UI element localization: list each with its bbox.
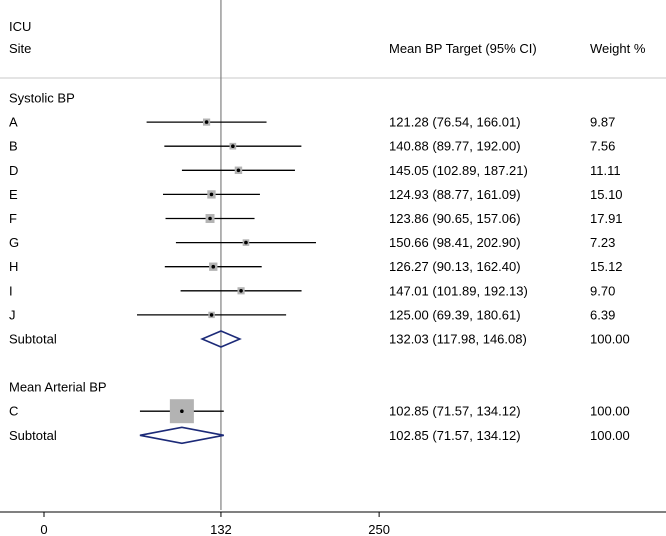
weight-text: 7.56 <box>590 139 615 154</box>
estimate-text: 150.66 (98.41, 202.90) <box>389 235 521 250</box>
header-site-label: Site <box>9 41 31 56</box>
estimate-text: 147.01 (101.89, 192.13) <box>389 283 528 298</box>
point-estimate <box>209 192 214 197</box>
estimate-text: 140.88 (89.77, 192.00) <box>389 139 521 154</box>
x-tick-label: 0 <box>40 522 47 536</box>
weight-text: 17.91 <box>590 211 623 226</box>
point-estimate <box>231 144 235 148</box>
site-label: B <box>9 139 18 154</box>
point-estimate <box>208 216 212 221</box>
site-label: I <box>9 283 13 298</box>
subtotal-label: Subtotal <box>9 428 57 443</box>
estimate-text: 125.00 (69.39, 180.61) <box>389 307 521 322</box>
estimate-text: 126.27 (90.13, 162.40) <box>389 259 521 274</box>
header-estimate-label: Mean BP Target (95% CI) <box>389 41 537 56</box>
point-estimate <box>244 240 248 245</box>
weight-text: 100.00 <box>590 404 630 419</box>
site-label: C <box>9 404 18 419</box>
subtotal-diamond <box>200 330 242 348</box>
weight-text: 9.87 <box>590 115 615 130</box>
header-group-label: ICU <box>9 19 31 34</box>
estimate-text: 124.93 (88.77, 161.09) <box>389 187 521 202</box>
weight-text: 9.70 <box>590 283 615 298</box>
site-label: F <box>9 211 17 226</box>
estimate-text: 145.05 (102.89, 187.21) <box>389 163 528 178</box>
x-tick-label: 132 <box>210 522 232 536</box>
weight-text: 11.11 <box>590 163 621 178</box>
subtotal-label: Subtotal <box>9 332 57 347</box>
weight-text: 15.10 <box>590 187 623 202</box>
point-estimate <box>239 289 243 293</box>
point-estimate <box>204 120 209 124</box>
subtotal-diamond <box>139 426 224 445</box>
site-label: H <box>9 259 18 274</box>
group-label: Systolic BP <box>9 91 75 106</box>
estimate-text: 102.85 (71.57, 134.12) <box>389 404 521 419</box>
site-label: J <box>9 307 16 322</box>
estimate-text: 123.86 (90.65, 157.06) <box>389 211 521 226</box>
site-label: A <box>9 115 18 130</box>
weight-text: 15.12 <box>590 259 623 274</box>
point-estimate <box>211 264 216 269</box>
site-label: E <box>9 187 18 202</box>
weight-text: 7.23 <box>590 235 615 250</box>
point-estimate <box>236 168 241 173</box>
point-estimate <box>209 313 214 317</box>
group-label: Mean Arterial BP <box>9 380 107 395</box>
subtotal-estimate-text: 132.03 (117.98, 146.08) <box>389 332 527 347</box>
estimate-text: 121.28 (76.54, 166.01) <box>389 115 521 130</box>
header-weight-label: Weight % <box>590 41 646 56</box>
x-tick-label: 250 <box>368 522 390 536</box>
subtotal-estimate-text: 102.85 (71.57, 134.12) <box>389 428 521 443</box>
point-estimate <box>180 409 184 414</box>
site-label: G <box>9 235 19 250</box>
weight-text: 6.39 <box>590 307 615 322</box>
subtotal-weight-text: 100.00 <box>590 332 630 347</box>
site-label: D <box>9 163 18 178</box>
subtotal-weight-text: 100.00 <box>590 428 630 443</box>
